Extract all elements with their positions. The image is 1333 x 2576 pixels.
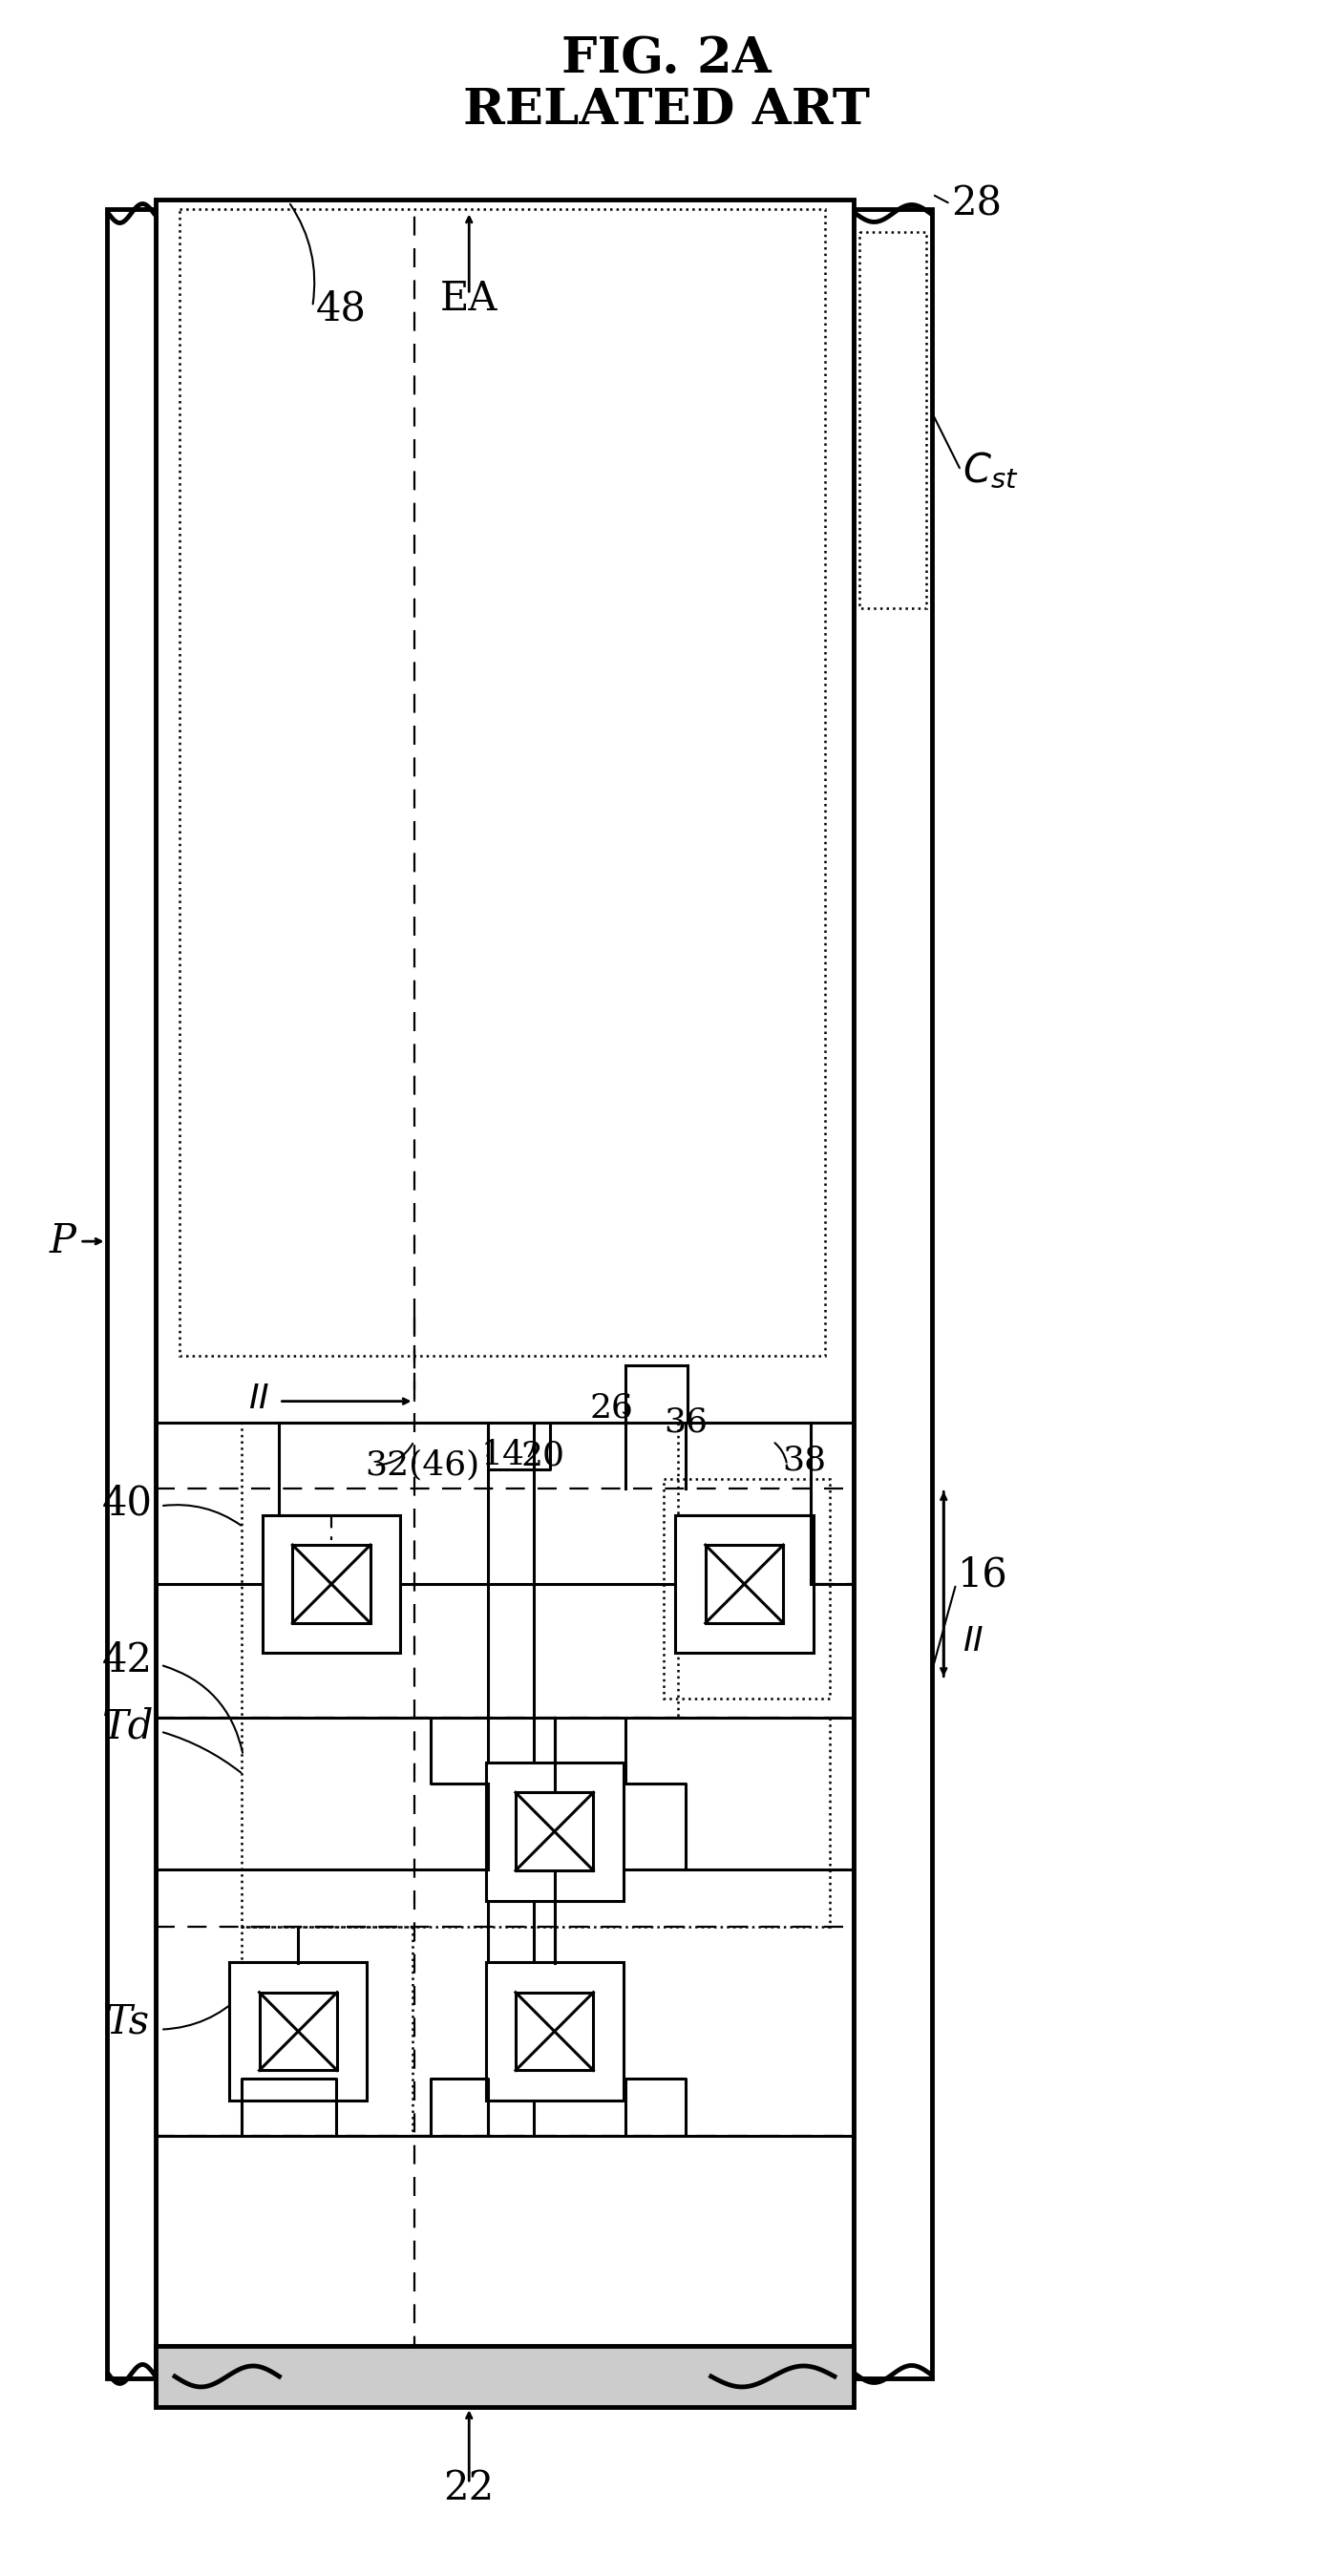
Bar bbox=[485, 1963, 624, 2099]
Bar bbox=[241, 1718, 829, 1927]
Bar bbox=[180, 209, 825, 1355]
Bar bbox=[156, 198, 853, 2383]
Bar bbox=[241, 1422, 678, 1718]
Bar bbox=[107, 209, 156, 2378]
Text: 38: 38 bbox=[782, 1445, 826, 1476]
Bar bbox=[292, 1546, 371, 1623]
Bar bbox=[156, 2347, 853, 2409]
Bar bbox=[263, 1515, 400, 1654]
Text: EA: EA bbox=[440, 278, 499, 319]
Text: 16: 16 bbox=[958, 1553, 1008, 1595]
Bar bbox=[853, 209, 932, 2378]
Text: RELATED ART: RELATED ART bbox=[463, 85, 870, 134]
Text: 20: 20 bbox=[521, 1440, 565, 1471]
Bar bbox=[260, 1991, 337, 2071]
Bar bbox=[241, 1927, 412, 2136]
Text: Td: Td bbox=[101, 1708, 153, 1747]
Text: 14: 14 bbox=[480, 1440, 524, 1471]
Text: 26: 26 bbox=[589, 1391, 633, 1425]
Bar bbox=[664, 1479, 829, 1698]
Text: 36: 36 bbox=[664, 1406, 708, 1437]
Text: Ts: Ts bbox=[105, 2002, 149, 2043]
Text: FIG. 2A: FIG. 2A bbox=[561, 36, 772, 82]
Bar bbox=[516, 1793, 593, 1870]
Bar bbox=[860, 232, 926, 608]
Text: 40: 40 bbox=[103, 1484, 153, 1522]
Text: 22: 22 bbox=[444, 2468, 495, 2509]
Bar bbox=[516, 1991, 593, 2071]
Text: 34: 34 bbox=[524, 1844, 575, 1886]
Text: $C_{st}$: $C_{st}$ bbox=[962, 451, 1018, 489]
Bar bbox=[229, 1963, 367, 2099]
Text: 32(46): 32(46) bbox=[365, 1448, 480, 1481]
Text: 48: 48 bbox=[316, 289, 367, 330]
Text: 42: 42 bbox=[103, 1641, 153, 1680]
Text: 28: 28 bbox=[952, 183, 1002, 224]
Text: P: P bbox=[49, 1221, 76, 1262]
Text: $II$: $II$ bbox=[962, 1625, 984, 1656]
Text: $II$: $II$ bbox=[248, 1383, 269, 1414]
Bar bbox=[705, 1546, 784, 1623]
Bar bbox=[676, 1515, 813, 1654]
Bar bbox=[485, 1762, 624, 1901]
